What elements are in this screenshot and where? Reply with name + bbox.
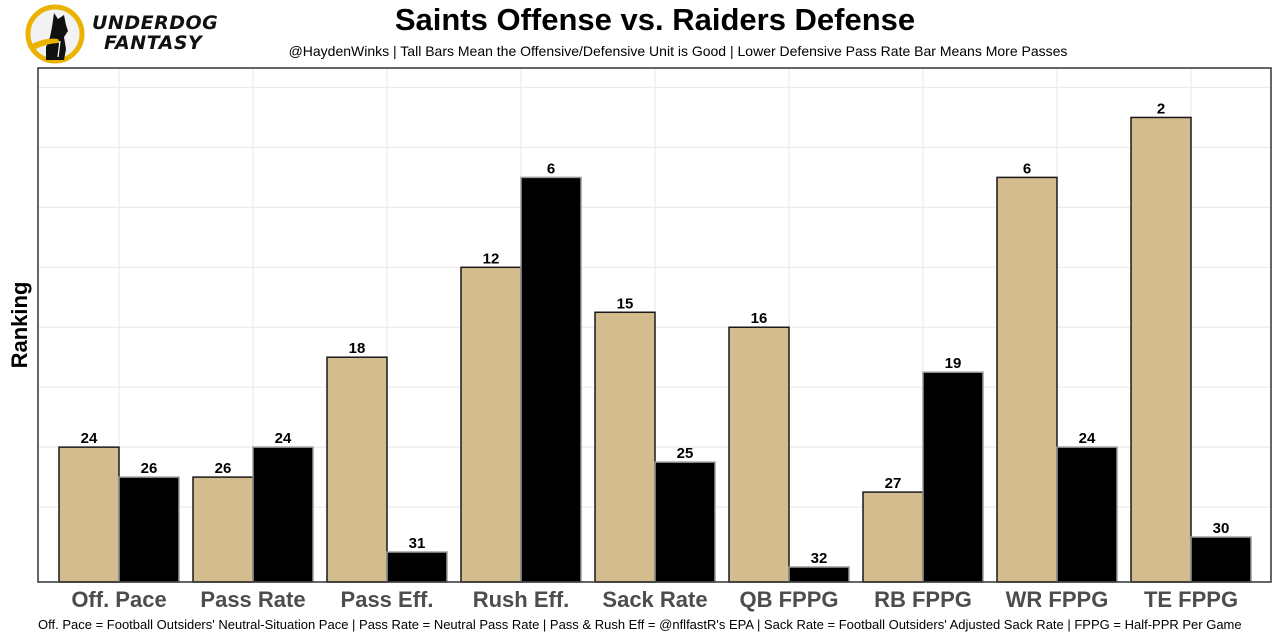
x-tick-label-2: Pass Rate [200, 587, 305, 612]
chart-subtitle: @HaydenWinks | Tall Bars Mean the Offens… [288, 43, 1068, 59]
defense-data-label-4: 6 [547, 160, 555, 177]
defense-data-label-9: 30 [1213, 520, 1230, 537]
defense-data-label-2: 24 [275, 430, 292, 447]
x-tick-label-6: QB FPPG [739, 587, 838, 612]
defense-bar-8 [1056, 446, 1118, 583]
plot-border [37, 67, 1272, 583]
x-tick-label-5: Sack Rate [602, 587, 707, 612]
offense-bar-3 [326, 356, 388, 583]
offense-bar-6 [728, 326, 790, 583]
defense-data-label-8: 24 [1079, 430, 1096, 447]
defense-bar-1 [118, 476, 180, 583]
defense-bar-9 [1190, 536, 1252, 583]
offense-bar-7 [862, 491, 924, 583]
offense-bar-9 [1130, 116, 1192, 583]
offense-data-label-1: 24 [81, 430, 98, 447]
underdog-fantasy-logo: UNDERDOG FANTASY [24, 3, 224, 65]
x-tick-label-8: WR FPPG [1006, 587, 1109, 612]
defense-bar-3 [386, 551, 448, 583]
defense-data-label-3: 31 [409, 535, 426, 552]
x-tick-label-3: Pass Eff. [341, 587, 434, 612]
offense-data-label-6: 16 [751, 310, 768, 327]
offense-data-label-5: 15 [617, 295, 634, 312]
offense-data-label-2: 26 [215, 460, 232, 477]
offense-bar-2 [192, 476, 254, 583]
offense-bar-5 [594, 311, 656, 583]
offense-bar-4 [460, 266, 522, 583]
brand-line-2: FANTASY [104, 32, 203, 54]
defense-bar-2 [252, 446, 314, 583]
chart-title: Saints Offense vs. Raiders Defense [394, 2, 916, 37]
defense-data-label-7: 19 [945, 355, 962, 372]
offense-data-label-4: 12 [483, 250, 500, 267]
defense-data-label-6: 32 [811, 550, 828, 567]
defense-data-label-5: 25 [677, 445, 694, 462]
defense-bar-4 [520, 176, 582, 583]
offense-data-label-3: 18 [349, 340, 366, 357]
defense-bar-5 [654, 461, 716, 583]
underdog-dog-logo-icon [25, 4, 85, 64]
brand-wordmark: UNDERDOG FANTASY [92, 13, 218, 53]
brand-line-1: UNDERDOG [92, 12, 219, 34]
chart-caption: Off. Pace = Football Outsiders' Neutral-… [38, 617, 1242, 632]
x-tick-label-9: TE FPPG [1144, 587, 1238, 612]
defense-bar-7 [922, 371, 984, 583]
offense-data-label-7: 27 [885, 475, 902, 492]
offense-data-label-9: 2 [1157, 100, 1165, 117]
offense-data-label-8: 6 [1023, 160, 1031, 177]
x-tick-label-4: Rush Eff. [473, 587, 570, 612]
defense-bar-6 [788, 566, 850, 583]
x-tick-label-1: Off. Pace [71, 587, 166, 612]
defense-data-label-1: 26 [141, 460, 158, 477]
offense-bar-8 [996, 176, 1058, 583]
x-tick-label-7: RB FPPG [874, 587, 972, 612]
offense-bar-1 [58, 446, 120, 583]
